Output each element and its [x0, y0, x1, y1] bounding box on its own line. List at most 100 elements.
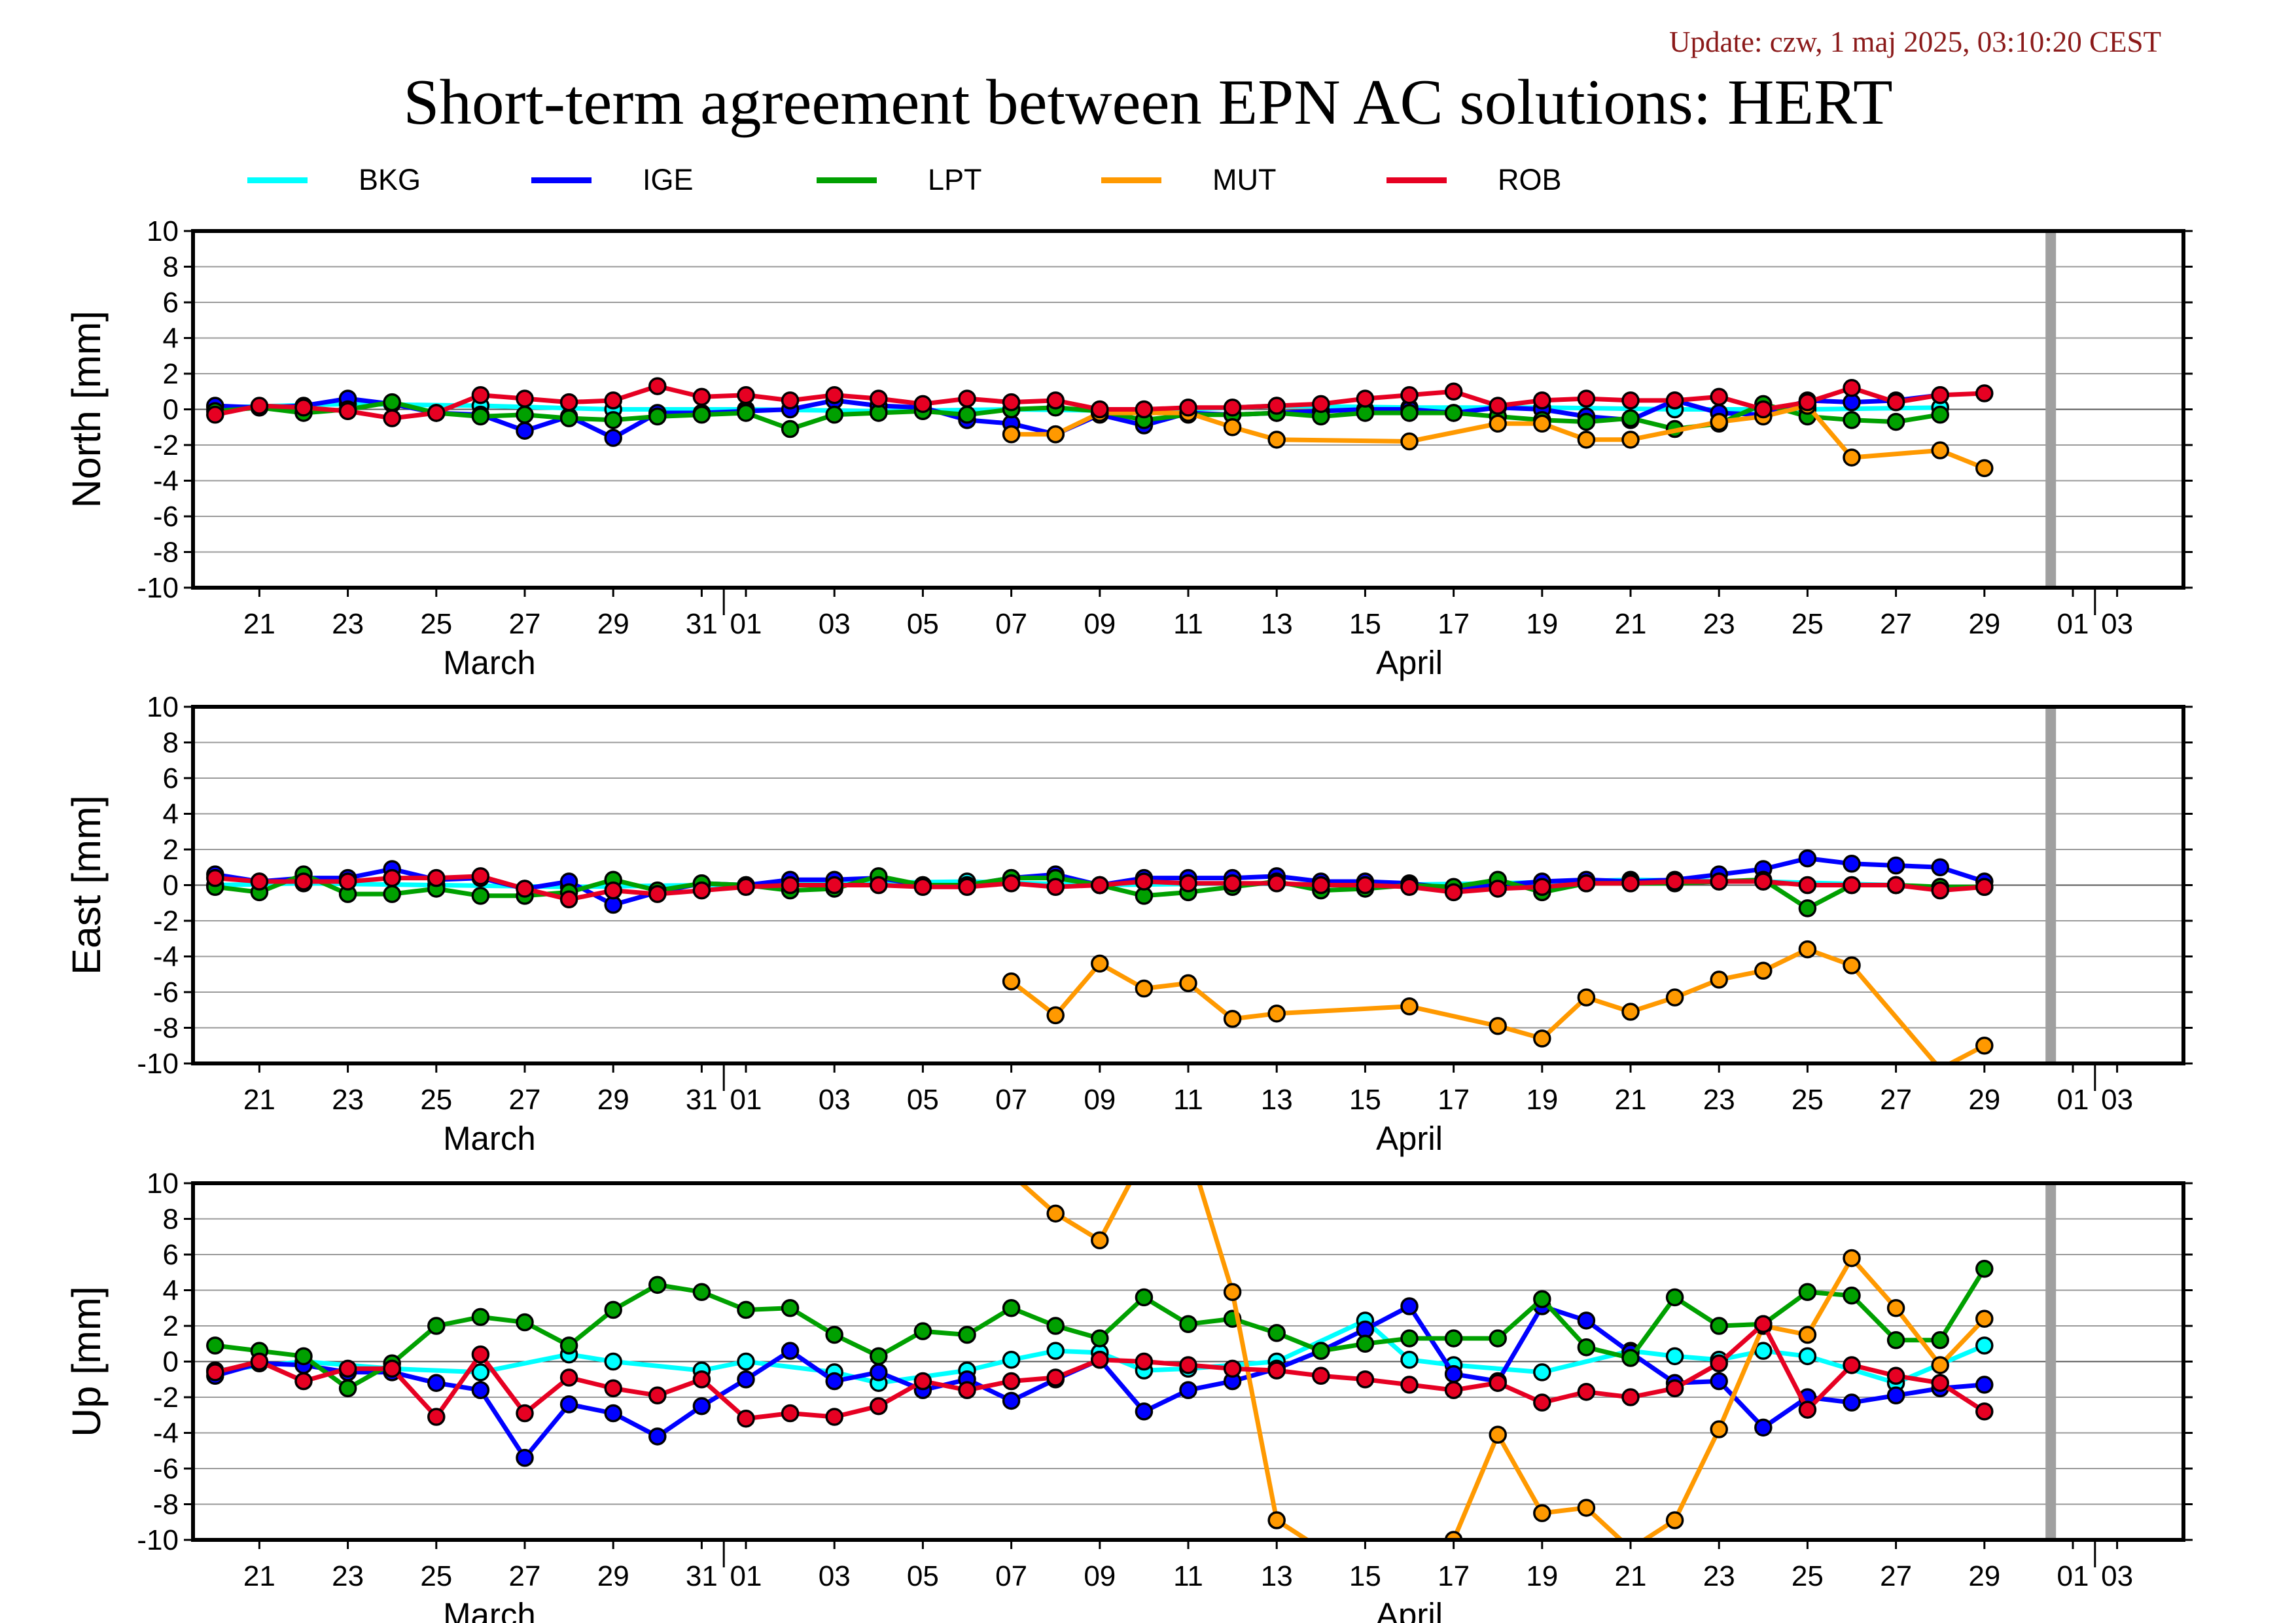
data-point — [206, 868, 224, 887]
data-point — [471, 1308, 490, 1327]
y-tick-label: -6 — [153, 501, 179, 533]
data-point — [1754, 1315, 1773, 1334]
data-point — [1665, 872, 1684, 891]
data-point — [1798, 1283, 1817, 1301]
data-point — [1135, 1288, 1154, 1307]
data-point — [206, 1336, 224, 1355]
data-point — [1577, 389, 1596, 408]
x-tick-label: 27 — [1880, 1084, 1912, 1116]
y-tick-label: -6 — [153, 976, 179, 1008]
x-tick-label: 13 — [1261, 1560, 1293, 1592]
data-point — [1798, 1347, 1817, 1366]
month-label: April — [1376, 644, 1443, 681]
x-tick-label: 23 — [1703, 1084, 1735, 1116]
data-point — [250, 397, 269, 415]
x-tick-label: 29 — [1968, 1084, 2000, 1116]
x-tick-label: 19 — [1526, 1084, 1558, 1116]
series-lpt — [206, 1260, 1994, 1398]
data-point — [692, 387, 711, 406]
data-point — [781, 1299, 800, 1317]
month-label: April — [1376, 1596, 1443, 1623]
data-point — [1710, 1420, 1728, 1438]
data-point — [1931, 1331, 1949, 1349]
x-tick-label: 25 — [420, 608, 452, 640]
y-tick-label: -4 — [153, 1418, 179, 1450]
data-point — [692, 1370, 711, 1389]
data-point — [958, 878, 976, 896]
data-point — [825, 1372, 843, 1391]
data-point — [1621, 1003, 1640, 1021]
data-point — [516, 389, 534, 408]
data-point — [1444, 404, 1463, 422]
data-point — [559, 1395, 578, 1414]
data-point — [1267, 874, 1286, 893]
data-point — [516, 421, 534, 440]
data-point — [913, 395, 932, 414]
data-point — [294, 399, 313, 417]
y-tick-label: 4 — [163, 323, 179, 355]
y-tick-label: 2 — [163, 834, 179, 866]
data-point — [648, 1275, 667, 1294]
data-point — [1356, 389, 1375, 408]
data-point — [1091, 1351, 1109, 1369]
data-point — [559, 890, 578, 909]
data-point — [1533, 1029, 1551, 1048]
x-tick-label: 09 — [1084, 1560, 1116, 1592]
data-point — [1843, 448, 1861, 467]
month-label: March — [443, 1120, 536, 1157]
y-axis-label: East [mm] — [64, 795, 109, 975]
data-point — [1931, 881, 1949, 900]
data-point — [1179, 874, 1197, 893]
y-tick-label: -10 — [137, 1048, 179, 1080]
data-point — [1621, 874, 1640, 893]
data-point — [1843, 956, 1861, 974]
data-point — [1710, 412, 1728, 431]
data-point — [471, 1363, 490, 1382]
x-tick-label: 11 — [1173, 608, 1203, 640]
data-point — [1975, 1310, 1994, 1328]
legend-label: LPT — [928, 163, 982, 196]
data-point — [471, 887, 490, 905]
data-point — [781, 876, 800, 895]
legend-swatch — [531, 177, 592, 183]
data-point — [1843, 411, 1861, 429]
data-point — [913, 1372, 932, 1391]
series-line-mut — [1010, 947, 1986, 1063]
data-point — [1489, 880, 1507, 898]
data-point — [1754, 872, 1773, 891]
data-point — [1179, 399, 1197, 417]
data-point — [1931, 441, 1949, 459]
data-point — [471, 407, 490, 426]
data-point — [1267, 1511, 1286, 1529]
data-point — [1798, 1325, 1817, 1344]
data-point — [1710, 872, 1728, 891]
data-point — [648, 1427, 667, 1446]
data-point — [1533, 1393, 1551, 1412]
data-point — [1444, 1381, 1463, 1399]
x-tick-label: 23 — [1703, 1560, 1735, 1592]
x-tick-label: 29 — [597, 1560, 629, 1592]
data-point — [1267, 1004, 1286, 1023]
data-point — [1135, 872, 1154, 891]
data-point — [781, 1342, 800, 1360]
x-tick-label: 21 — [1615, 608, 1647, 640]
data-point — [737, 1409, 755, 1428]
data-point — [648, 377, 667, 395]
data-point — [781, 1404, 800, 1423]
data-point — [1931, 385, 1949, 404]
x-tick-label: 17 — [1438, 1084, 1470, 1116]
data-point — [1975, 384, 1994, 402]
data-point — [1002, 393, 1021, 412]
x-tick-label: 13 — [1261, 1084, 1293, 1116]
x-tick-label: 21 — [243, 608, 275, 640]
data-point — [1577, 1338, 1596, 1357]
data-point — [1533, 1504, 1551, 1522]
data-point — [1002, 425, 1021, 444]
data-point — [604, 1300, 622, 1319]
data-point — [1002, 1351, 1021, 1369]
data-point — [338, 872, 357, 891]
x-tick-label: 15 — [1349, 608, 1381, 640]
data-point — [692, 1283, 711, 1301]
data-point — [1267, 1324, 1286, 1342]
